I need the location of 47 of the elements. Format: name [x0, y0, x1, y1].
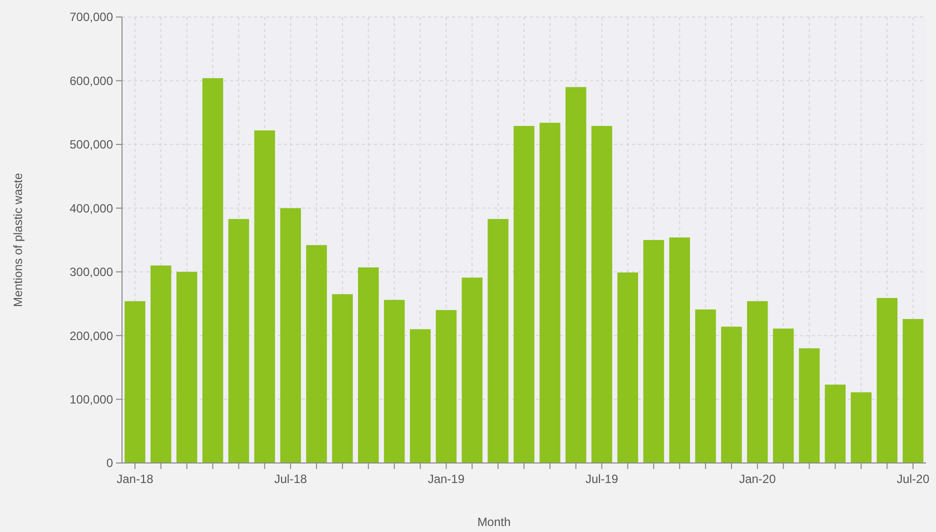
bar [202, 78, 224, 463]
y-tick-label: 400,000 [70, 201, 114, 216]
bar [228, 218, 250, 463]
x-tick-label: Jan-20 [739, 472, 776, 486]
bar [721, 326, 742, 463]
bar [669, 237, 690, 463]
bar [850, 392, 872, 463]
x-tick-label: Jul-18 [274, 472, 308, 486]
bar [876, 298, 898, 463]
y-axis-title: Mentions of plastic waste [11, 172, 25, 308]
bar [514, 126, 534, 463]
y-tick-label: 700,000 [70, 10, 114, 24]
bar [332, 294, 353, 463]
bar [254, 130, 276, 463]
bar [384, 300, 405, 463]
bar [591, 126, 612, 463]
x-tick-label: Jul-20 [896, 472, 930, 486]
bar [488, 218, 508, 463]
y-tick-label: 500,000 [70, 138, 114, 152]
bar [565, 87, 586, 463]
bar [747, 301, 768, 463]
bar [358, 267, 379, 463]
y-tick-label: 200,000 [70, 328, 114, 343]
x-axis-title: Month [477, 515, 511, 529]
x-tick-label: Jul-19 [585, 472, 618, 486]
x-tick-label: Jan-19 [428, 472, 465, 486]
bar [124, 301, 146, 463]
bar [150, 265, 172, 463]
bar [410, 329, 431, 463]
bar [436, 310, 457, 463]
bar [643, 240, 664, 463]
y-tick-label: 300,000 [70, 265, 114, 280]
bar [306, 245, 327, 463]
bar [798, 348, 820, 463]
bar [902, 319, 924, 463]
bar [695, 309, 716, 463]
y-tick-label: 600,000 [70, 74, 114, 88]
bar [824, 384, 846, 463]
bar [176, 272, 198, 463]
bar [540, 122, 560, 463]
bar [280, 208, 301, 463]
y-tick-label: 100,000 [70, 392, 114, 406]
y-tick-label: 0 [106, 456, 114, 470]
bar [462, 278, 483, 463]
bar [772, 328, 794, 463]
bar [617, 272, 638, 463]
x-tick-label: Jan-18 [116, 472, 154, 486]
